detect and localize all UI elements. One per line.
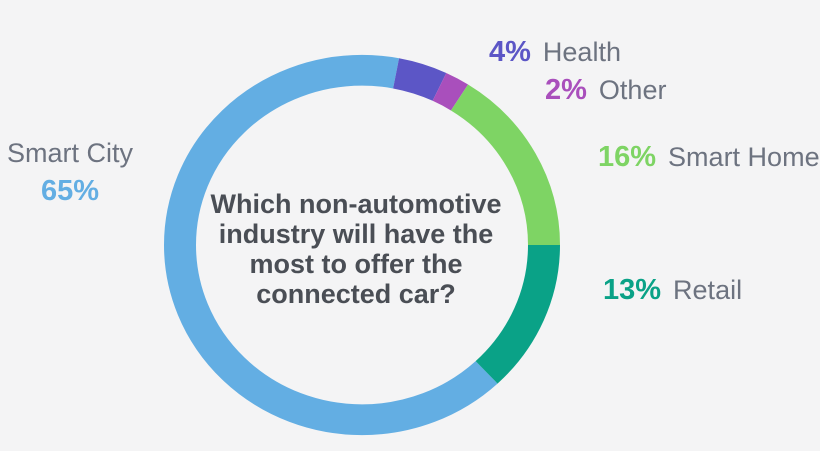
label-smart-home: 16% Smart Home [598, 141, 820, 174]
question-line-3: most to offer the [249, 249, 463, 279]
label-health: 4% Health [489, 36, 621, 69]
segment-smart-city [164, 54, 560, 436]
question-line-2: industry will have the [218, 219, 494, 249]
question-line-4: connected car? [256, 279, 456, 309]
label-smart-city: Smart City 65% [0, 138, 140, 208]
donut-center-question: Which non-automotive industry will have … [196, 189, 516, 309]
label-retail-name: Retail [673, 275, 743, 305]
question-line-1: Which non-automotive [210, 189, 502, 219]
label-smart-home-pct: 16% [598, 141, 657, 173]
label-retail: 13% Retail [603, 274, 742, 307]
label-other: 2% Other [545, 74, 666, 107]
segment-smart-home [164, 54, 560, 436]
label-other-pct: 2% [545, 74, 587, 106]
label-smart-city-name: Smart City [6, 138, 133, 168]
label-smart-city-pct: 65% [40, 175, 100, 207]
label-other-name: Other [598, 75, 667, 105]
donut-segments [164, 54, 560, 436]
label-health-pct: 4% [489, 36, 531, 68]
donut-chart [164, 54, 560, 436]
label-smart-home-name: Smart Home [668, 142, 820, 172]
label-health-name: Health [542, 37, 621, 67]
label-retail-pct: 13% [603, 274, 662, 306]
